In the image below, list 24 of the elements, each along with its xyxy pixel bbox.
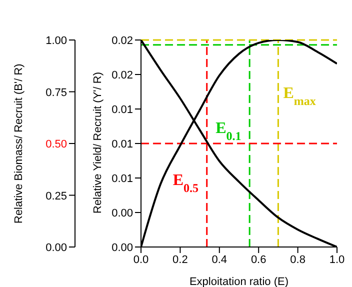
y-tick-label: 0.75	[46, 86, 67, 99]
ref-line-label: E$_{0.5}$	[172, 172, 199, 195]
y2-tick-label: 0.00	[112, 208, 133, 220]
y2-tick-label: 0.00	[112, 242, 133, 254]
x-tick-label: 0.6	[250, 254, 266, 266]
y2-tick-label: 0.02	[112, 35, 133, 47]
x-tick-label: 0.8	[290, 254, 306, 266]
x-tick-label: 0.0	[133, 254, 149, 266]
x-axis-title: Exploitation ratio (E)	[189, 276, 289, 287]
x-tick-label: 0.4	[212, 254, 228, 266]
x-tick-label: 0.2	[172, 254, 188, 266]
y-tick-label: 0.25	[46, 190, 67, 202]
y2-tick-label: 0.01	[112, 173, 133, 185]
ref-line-label: E$_{max}$	[283, 84, 316, 108]
y2-tick-label: 0.01	[112, 104, 133, 116]
x-tick-label: 1.0	[329, 254, 345, 266]
y2-tick-label: 0.02	[112, 70, 133, 82]
y-tick-label: 1.00	[46, 35, 67, 47]
y-tick-label: 0.50	[46, 138, 67, 150]
ref-line-label: E$_{0.1}$	[216, 120, 242, 144]
y-tick-label: 0.00	[46, 242, 67, 254]
y2-axis-title: Relative Yield/ Recruit (Y'/ R)	[92, 72, 104, 214]
y2-tick-label: 0.01	[112, 138, 133, 150]
y-axis-title: Relative Biomass/ Recruit (B'/ R)	[12, 64, 25, 224]
